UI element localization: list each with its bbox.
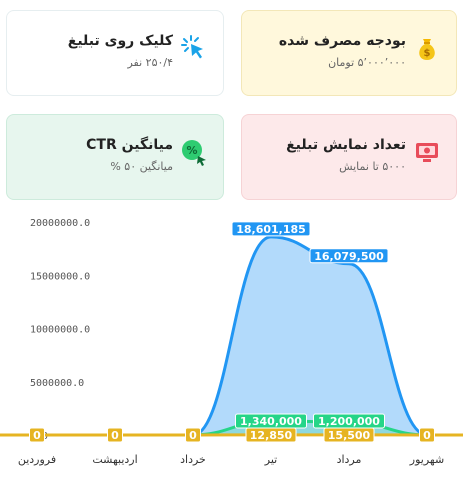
cursor-click-icon	[181, 35, 203, 59]
x-tick-label: شهریور	[409, 453, 444, 466]
data-label: 18,601,185	[231, 221, 311, 237]
data-label: 16,079,500	[309, 248, 389, 264]
ctr-card: میانگین CTR میانگین ۵۰ % %	[6, 114, 224, 200]
svg-text:1,200,000: 1,200,000	[318, 415, 380, 428]
svg-text:15,500: 15,500	[328, 429, 371, 442]
x-tick-label: تیر	[264, 453, 277, 466]
clicks-value: ۲۵۰/۴ نفر	[127, 56, 173, 69]
y-tick-label: 5000000.0	[30, 378, 84, 389]
clicks-card: کلیک روی تبلیغ ۲۵۰/۴ نفر	[6, 10, 224, 96]
data-label: 0	[107, 427, 123, 443]
data-label: 1,340,000	[235, 413, 307, 429]
y-tick-label: 15000000.0	[30, 271, 90, 282]
clicks-title: کلیک روی تبلیغ	[67, 33, 173, 49]
data-label: 1,200,000	[313, 413, 385, 429]
budget-title: بودجه مصرف شده	[278, 33, 406, 49]
x-tick-label: فروردین	[18, 453, 56, 466]
percent-coin-icon: %	[182, 140, 206, 166]
x-tick-label: مرداد	[337, 453, 362, 466]
data-label: 0	[29, 427, 45, 443]
svg-text:0: 0	[33, 429, 41, 442]
data-label: 0	[185, 427, 201, 443]
money-bag-icon: $	[419, 39, 435, 60]
svg-text:$: $	[424, 48, 431, 59]
svg-text:0: 0	[423, 429, 431, 442]
y-tick-label: 20000000.0	[30, 218, 90, 229]
series-area	[0, 236, 463, 435]
x-tick-label: خرداد	[180, 453, 206, 466]
x-tick-label: اردیبهشت	[92, 453, 137, 466]
svg-text:18,601,185: 18,601,185	[236, 223, 306, 236]
svg-text:%: %	[186, 144, 197, 157]
budget-card: بودجه مصرف شده ۵٬۰۰۰٬۰۰۰ تومان $	[241, 10, 457, 96]
impressions-value: ۵۰۰۰ تا نمایش	[339, 160, 406, 173]
y-tick-label: 10000000.0	[30, 325, 90, 336]
data-label: 15,500	[323, 427, 375, 443]
svg-text:12,850: 12,850	[250, 429, 293, 442]
data-label: 12,850	[245, 427, 297, 443]
ctr-value: میانگین ۵۰ %	[110, 160, 173, 173]
svg-text:0: 0	[111, 429, 119, 442]
svg-text:16,079,500: 16,079,500	[314, 250, 384, 263]
svg-text:1,340,000: 1,340,000	[240, 415, 302, 428]
area-chart: 0.05000000.010000000.015000000.020000000…	[0, 218, 463, 466]
budget-value: ۵٬۰۰۰٬۰۰۰ تومان	[328, 56, 406, 69]
data-label: 0	[419, 427, 435, 443]
svg-text:0: 0	[189, 429, 197, 442]
impressions-card: تعداد نمایش تبلیغ ۵۰۰۰ تا نمایش	[241, 114, 457, 200]
ctr-title: میانگین CTR	[86, 137, 173, 153]
money-display-icon	[416, 143, 438, 162]
impressions-title: تعداد نمایش تبلیغ	[286, 137, 406, 153]
